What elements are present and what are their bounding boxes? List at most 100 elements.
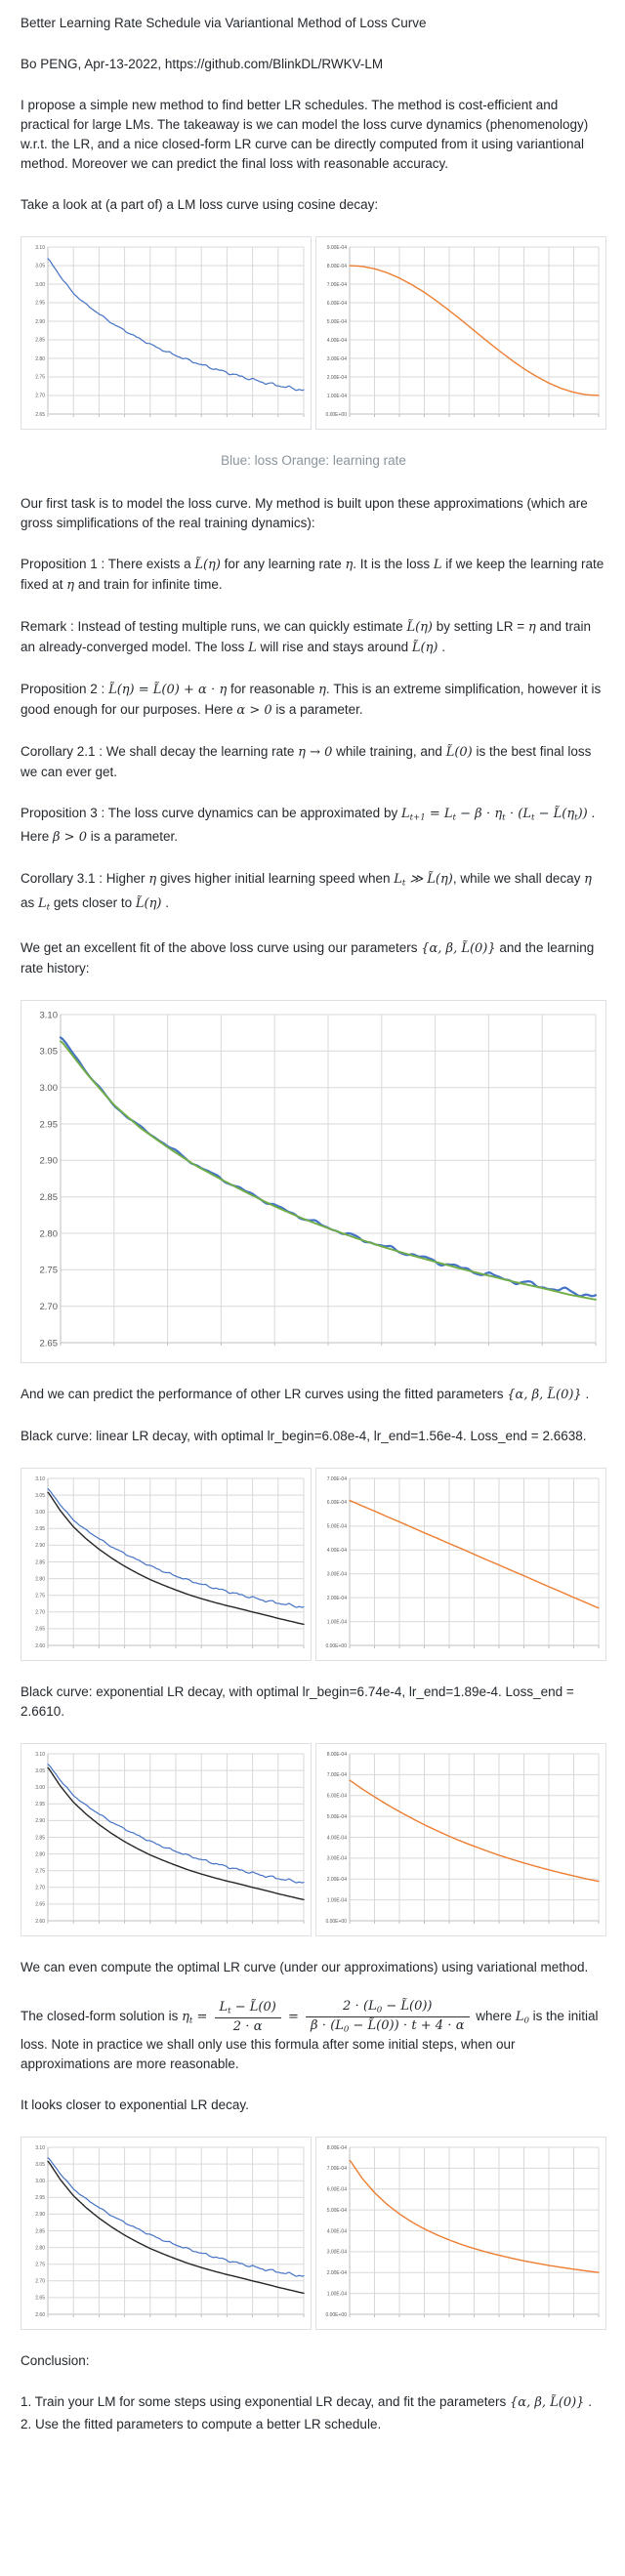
text: .: [438, 640, 445, 654]
svg-text:4.00E-04: 4.00E-04: [327, 1548, 348, 1554]
chart-lr-linear: 7.00E-04 6.00E-04 5.00E-04 4.00E-04 3.00E-04…: [315, 1468, 606, 1662]
paragraph-black-exponential: Black curve: exponential LR decay, with …: [21, 1684, 574, 1720]
text: .: [584, 2394, 592, 2410]
doc-title: Better Learning Rate Schedule via Varian…: [21, 16, 427, 30]
svg-text:3.00: 3.00: [40, 1083, 59, 1094]
math-linear-model: L̃(η) = L̃(0) + α ⋅ η: [108, 683, 228, 697]
text: Corollary 2.1 : We shall decay the learn…: [21, 744, 299, 759]
svg-text:2.65: 2.65: [35, 412, 45, 418]
text: while training, and: [332, 744, 446, 759]
document: Better Learning Rate Schedule via Varian…: [21, 16, 606, 2434]
svg-text:1.00E-04: 1.00E-04: [327, 2292, 348, 2298]
svg-text:6.00E-04: 6.00E-04: [327, 301, 348, 307]
svg-text:2.85: 2.85: [35, 1835, 45, 1841]
paragraph-black-linear: Black curve: linear LR decay, with optim…: [21, 1429, 587, 1444]
svg-text:2.90: 2.90: [35, 319, 45, 325]
svg-text:5.00E-04: 5.00E-04: [327, 319, 348, 325]
text: .: [161, 894, 169, 910]
paragraph-corollary-3-1: Corollary 3.1 : Higher η gives higher in…: [21, 869, 606, 917]
svg-text:2.60: 2.60: [35, 1919, 45, 1925]
paragraph-predict: And we can predict the performance of ot…: [21, 1385, 606, 1405]
text: Proposition 3 : The loss curve dynamics …: [21, 806, 398, 820]
fraction-numerator: 2 ⋅ (L0 − L̃(0)): [343, 1999, 433, 2015]
svg-text:2.00E-04: 2.00E-04: [327, 1877, 348, 1883]
svg-text:2.00E-04: 2.00E-04: [327, 2270, 348, 2276]
text: for any learning rate: [220, 557, 346, 571]
math-fraction-1: Lt − L̃(0) 2 ⋅ α: [214, 1999, 281, 2035]
svg-text:1.00E-04: 1.00E-04: [327, 1619, 348, 1625]
text: And we can predict the performance of ot…: [21, 1387, 508, 1402]
svg-text:2.80: 2.80: [35, 2246, 45, 2252]
math-eta-to-zero: η → 0: [298, 745, 333, 760]
svg-text:3.00: 3.00: [35, 282, 45, 288]
svg-text:7.00E-04: 7.00E-04: [327, 1772, 348, 1778]
math-parameter-set: {α, β, L̃(0)}: [421, 941, 496, 957]
svg-text:2.65: 2.65: [40, 1338, 59, 1349]
math-eta: η: [584, 872, 592, 888]
svg-text:3.00E-04: 3.00E-04: [327, 356, 348, 362]
math-eta: η: [527, 620, 536, 635]
math-beta-positive: β > 0: [53, 830, 87, 846]
list-item: 2. Use the fitted parameters to compute …: [21, 2415, 606, 2434]
svg-text:2.80: 2.80: [35, 1577, 45, 1583]
svg-text:2.80: 2.80: [35, 1852, 45, 1858]
chart-pair: 3.10 3.05 3.00 2.95 2.90 2.85 2.80 2.75 2.70 2.65…: [21, 1468, 606, 1662]
svg-text:5.00E-04: 5.00E-04: [327, 1524, 348, 1530]
text: and train for infinite time.: [74, 577, 223, 592]
svg-text:3.05: 3.05: [40, 1047, 59, 1058]
text: is a parameter.: [86, 829, 179, 845]
figure-optimal-lr: 3.10 3.05 3.00 2.95 2.90 2.85 2.80 2.75 2.70 2.65…: [21, 2137, 606, 2331]
figure-fit: 3.10 3.05 3.00 2.95 2.90 2.85 2.80 2.75 2.70 2.65: [21, 1000, 606, 1364]
paragraph-proposition-2: Proposition 2 : L̃(η) = L̃(0) + α ⋅ η fo…: [21, 680, 606, 721]
figure-cosine-decay: 3.10 3.05 3.00 2.95 2.90 2.85 2.80 2.75 2.70 2.65…: [21, 236, 606, 430]
math-L-eta: L̃(η): [135, 895, 162, 911]
svg-text:1.00E-04: 1.00E-04: [327, 1898, 348, 1904]
svg-text:2.75: 2.75: [35, 2263, 45, 2268]
byline: Bo PENG, Apr-13-2022, https://github.com…: [21, 57, 384, 71]
figure-exponential-decay: 3.10 3.05 3.00 2.95 2.90 2.85 2.80 2.75 2.70 2.65…: [21, 1743, 606, 1937]
paragraph-closer-exponential: It looks closer to exponential LR decay.: [21, 2098, 249, 2113]
chart-lr-optimal: 8.00E-04 7.00E-04 6.00E-04 5.00E-04 4.00E-04…: [315, 2137, 606, 2331]
svg-text:7.00E-04: 7.00E-04: [327, 2166, 348, 2172]
svg-text:0.00E+00: 0.00E+00: [325, 2312, 347, 2318]
paragraph-variational: We can even compute the optimal LR curve…: [21, 1960, 589, 1975]
paragraph-proposition-1: Proposition 1 : There exists a L̃(η) for…: [21, 555, 606, 596]
svg-text:4.00E-04: 4.00E-04: [327, 338, 348, 344]
text: 1. Train your LM for some steps using ex…: [21, 2394, 511, 2410]
text: . Here: [21, 806, 596, 845]
math-L: L: [248, 641, 257, 655]
svg-text:3.05: 3.05: [35, 2162, 45, 2168]
svg-text:7.00E-04: 7.00E-04: [327, 282, 348, 288]
svg-text:6.00E-04: 6.00E-04: [327, 2187, 348, 2193]
svg-text:2.80: 2.80: [35, 356, 45, 362]
text: . It is the loss: [353, 557, 434, 571]
text: Proposition 1 : There exists a: [21, 557, 195, 571]
svg-text:2.65: 2.65: [35, 1627, 45, 1633]
math-eta: η: [148, 872, 157, 888]
chart-lr-exponential: 8.00E-04 7.00E-04 6.00E-04 5.00E-04 4.00E-04…: [315, 1743, 606, 1937]
svg-text:0.00E+00: 0.00E+00: [325, 1919, 347, 1925]
svg-text:3.10: 3.10: [35, 1752, 45, 1758]
chart-loss-cosine: 3.10 3.05 3.00 2.95 2.90 2.85 2.80 2.75 2.70 2.65: [21, 236, 312, 430]
svg-text:2.95: 2.95: [35, 1802, 45, 1807]
math-parameter-set: {α, β, L̃(0)}: [510, 2395, 585, 2411]
paragraph-closed-form: The closed-form solution is ηt = Lt − L̃…: [21, 1999, 606, 2074]
svg-text:8.00E-04: 8.00E-04: [327, 2145, 348, 2151]
math-recurrence-formula: Lt+1 = Lt − β ⋅ ηt ⋅ (Lt − L̃(ηt)): [400, 807, 588, 823]
svg-text:2.70: 2.70: [35, 1886, 45, 1891]
text: The closed-form solution is: [21, 2009, 183, 2024]
text: Corollary 3.1 : Higher: [21, 871, 149, 887]
text: Remark : Instead of testing multiple run…: [21, 619, 407, 634]
fraction-numerator: Lt − L̃(0): [219, 1999, 276, 2015]
text: gives higher initial learning speed when: [156, 871, 395, 887]
svg-text:3.05: 3.05: [35, 1493, 45, 1499]
svg-text:0.00E+00: 0.00E+00: [325, 412, 347, 418]
list-item: 1. Train your LM for some steps using ex…: [21, 2392, 606, 2413]
conclusion-list: 1. Train your LM for some steps using ex…: [21, 2392, 606, 2434]
chart-loss-vs-optimal: 3.10 3.05 3.00 2.95 2.90 2.85 2.80 2.75 2.70 2.65…: [21, 2137, 312, 2331]
svg-text:5.00E-04: 5.00E-04: [327, 2208, 348, 2214]
fraction-denominator: 2 ⋅ α: [214, 2016, 281, 2035]
text: .: [581, 1387, 590, 1402]
svg-text:2.80: 2.80: [40, 1228, 59, 1239]
chart-loss-vs-linear: 3.10 3.05 3.00 2.95 2.90 2.85 2.80 2.75 2.70 2.65…: [21, 1468, 312, 1662]
